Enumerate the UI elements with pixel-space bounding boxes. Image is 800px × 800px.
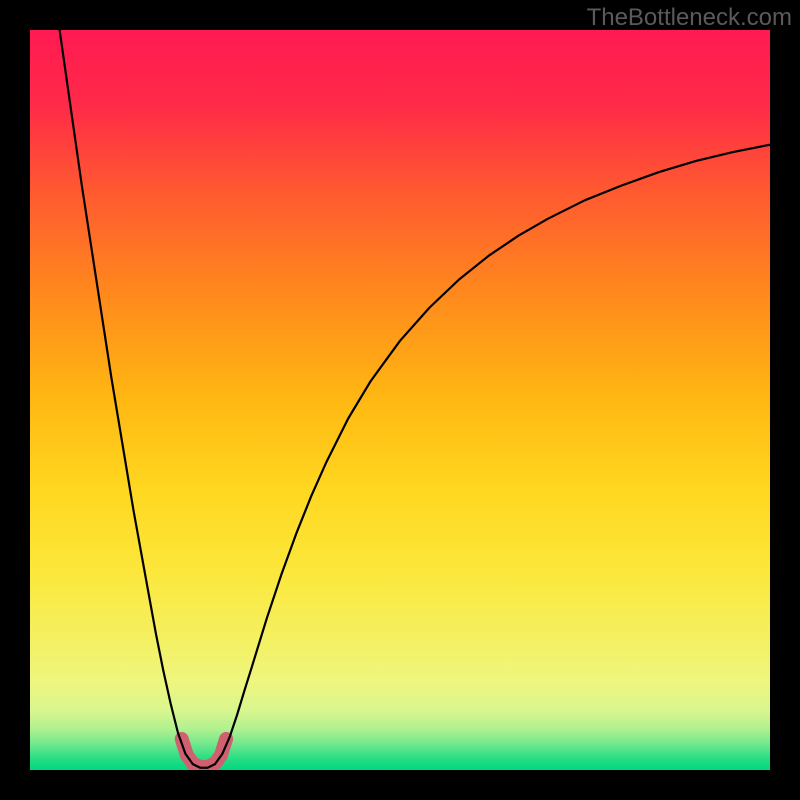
bottleneck-chart xyxy=(0,0,800,800)
chart-container: TheBottleneck.com xyxy=(0,0,800,800)
chart-gradient-background xyxy=(30,30,770,770)
